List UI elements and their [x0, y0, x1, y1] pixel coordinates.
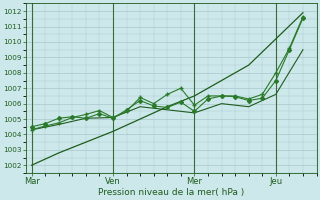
- X-axis label: Pression niveau de la mer( hPa ): Pression niveau de la mer( hPa ): [98, 188, 244, 197]
